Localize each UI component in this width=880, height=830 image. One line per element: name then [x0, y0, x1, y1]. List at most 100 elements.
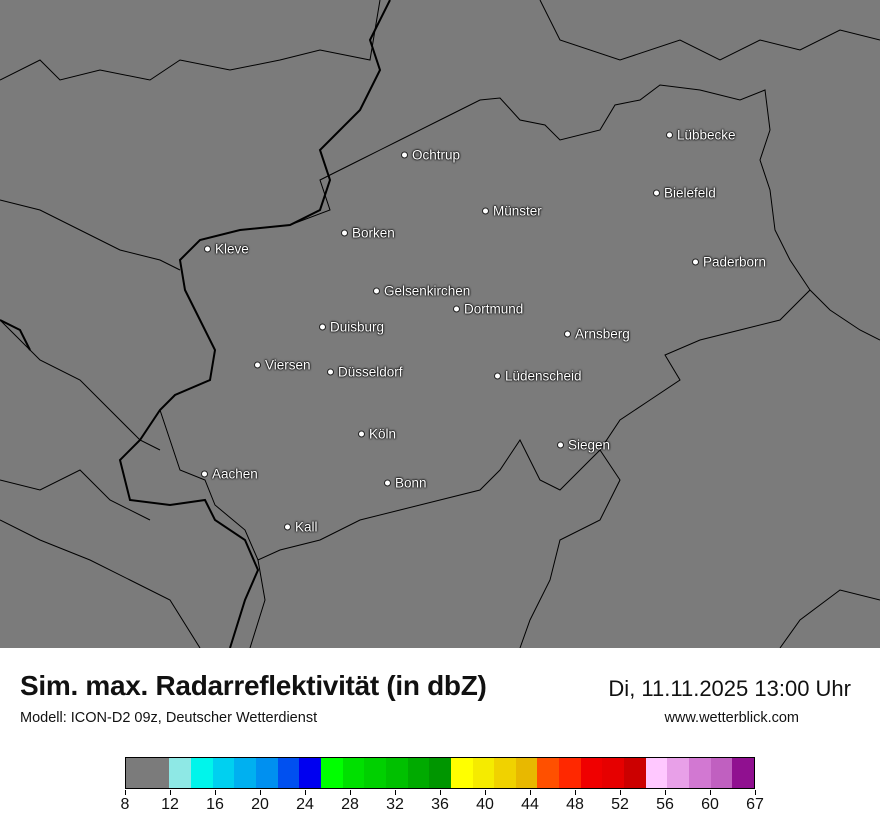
colorbar-segment: [342, 758, 365, 788]
colorbar-segment: [494, 758, 516, 788]
colorbar-tick-label: 52: [611, 796, 629, 813]
colorbar-tick: [215, 790, 216, 795]
map-title: Sim. max. Radarreflektivität (in dbZ): [20, 670, 487, 701]
colorbar-segment: [602, 758, 625, 788]
colorbar-segment: [732, 758, 755, 788]
colorbar-tick: [395, 790, 396, 795]
colorbar-segment: [710, 758, 733, 788]
city-label: Arnsberg: [575, 326, 630, 342]
colorbar-tick-label: 16: [206, 796, 224, 813]
city-label: Dortmund: [464, 301, 524, 317]
forecast-datetime: Di, 11.11.2025 13:00 Uhr: [608, 676, 851, 701]
city-dot-icon: [557, 441, 564, 449]
city-label: Bonn: [395, 475, 427, 491]
city-dot-icon: [564, 330, 571, 338]
city-dot-icon: [327, 368, 334, 376]
colorbar-tick-label: 48: [566, 796, 584, 813]
colorbar-tick-label: 40: [476, 796, 494, 813]
colorbar-tick-label: 60: [701, 796, 719, 813]
colorbar-tick: [350, 790, 351, 795]
city-dot-icon: [384, 479, 391, 487]
city-marker: Kleve: [204, 242, 249, 257]
city-marker: Kall: [284, 520, 318, 535]
city-label: Siegen: [568, 437, 611, 453]
colorbar-tick: [440, 790, 441, 795]
colorbar-segment: [624, 758, 646, 788]
city-marker: Lübbecke: [666, 128, 736, 143]
city-label: Duisburg: [330, 319, 385, 335]
colorbar-segment: [580, 758, 603, 788]
colorbar-segment: [689, 758, 711, 788]
colorbar-tick-label: 67: [746, 796, 764, 813]
country-border: [0, 469, 151, 521]
country-border: [0, 319, 161, 451]
colorbar-segment: [515, 758, 538, 788]
colorbar-segment: [320, 758, 343, 788]
colorbar-segment: [472, 758, 495, 788]
city-label: Lübbecke: [677, 127, 736, 143]
city-label: Ochtrup: [412, 147, 461, 163]
city-label: Düsseldorf: [338, 364, 403, 380]
country-border: [779, 589, 880, 648]
city-dot-icon: [666, 131, 673, 139]
colorbar-segment: [255, 758, 278, 788]
city-marker: Dortmund: [453, 302, 523, 317]
city-marker: Duisburg: [319, 320, 384, 335]
website-link[interactable]: www.wetterblick.com: [664, 710, 799, 726]
colorbar-segment: [667, 758, 690, 788]
city-marker: Borken: [341, 226, 395, 241]
colorbar-tick: [305, 790, 306, 795]
city-marker: Lüdenscheid: [494, 369, 582, 384]
colorbar-tick: [575, 790, 576, 795]
city-marker: Gelsenkirchen: [373, 284, 470, 299]
colorbar-tick: [665, 790, 666, 795]
colorbar-tick: [170, 790, 171, 795]
city-label: Kleve: [215, 241, 249, 257]
city-marker: Arnsberg: [564, 327, 630, 342]
city-marker: Siegen: [557, 438, 610, 453]
city-marker: Bonn: [384, 476, 427, 491]
city-label: Bielefeld: [664, 185, 716, 201]
model-info: Modell: ICON-D2 09z, Deutscher Wetterdie…: [20, 710, 318, 726]
state-border: [249, 559, 266, 648]
state-border: [519, 449, 621, 648]
city-label: Viersen: [265, 357, 311, 373]
national-border: [0, 319, 31, 351]
city-label: Münster: [493, 203, 542, 219]
country-border: [0, 0, 381, 81]
city-dot-icon: [358, 430, 365, 438]
colorbar-tick: [620, 790, 621, 795]
city-label: Köln: [369, 426, 397, 442]
colorbar-segment: [234, 758, 256, 788]
city-marker: Ochtrup: [401, 148, 460, 163]
colorbar-segment: [385, 758, 408, 788]
city-dot-icon: [401, 151, 408, 159]
city-dot-icon: [319, 323, 326, 331]
city-label: Kall: [295, 519, 318, 535]
city-dot-icon: [373, 287, 380, 295]
city-label: Aachen: [212, 466, 258, 482]
city-label: Paderborn: [703, 254, 767, 270]
colorbar-segment: [645, 758, 668, 788]
colorbar: [125, 757, 755, 789]
colorbar-segment: [169, 758, 191, 788]
city-dot-icon: [494, 372, 501, 380]
radar-map: Lübbecke Ochtrup Bielefeld Münster Borken Kle…: [0, 0, 880, 648]
colorbar-segment: [429, 758, 451, 788]
border-lines: [0, 0, 880, 648]
city-dot-icon: [692, 258, 699, 266]
colorbar-tick: [485, 790, 486, 795]
city-dot-icon: [341, 229, 348, 237]
city-dot-icon: [453, 305, 460, 313]
city-label: Borken: [352, 225, 395, 241]
city-marker: Köln: [358, 427, 396, 442]
colorbar-tick-label: 24: [296, 796, 314, 813]
colorbar-tick: [755, 790, 756, 795]
state-border: [809, 289, 880, 341]
city-marker: Viersen: [254, 358, 311, 373]
city-marker: Düsseldorf: [327, 365, 403, 380]
country-border: [0, 199, 181, 271]
colorbar-tick-label: 44: [521, 796, 539, 813]
city-marker: Bielefeld: [653, 186, 716, 201]
